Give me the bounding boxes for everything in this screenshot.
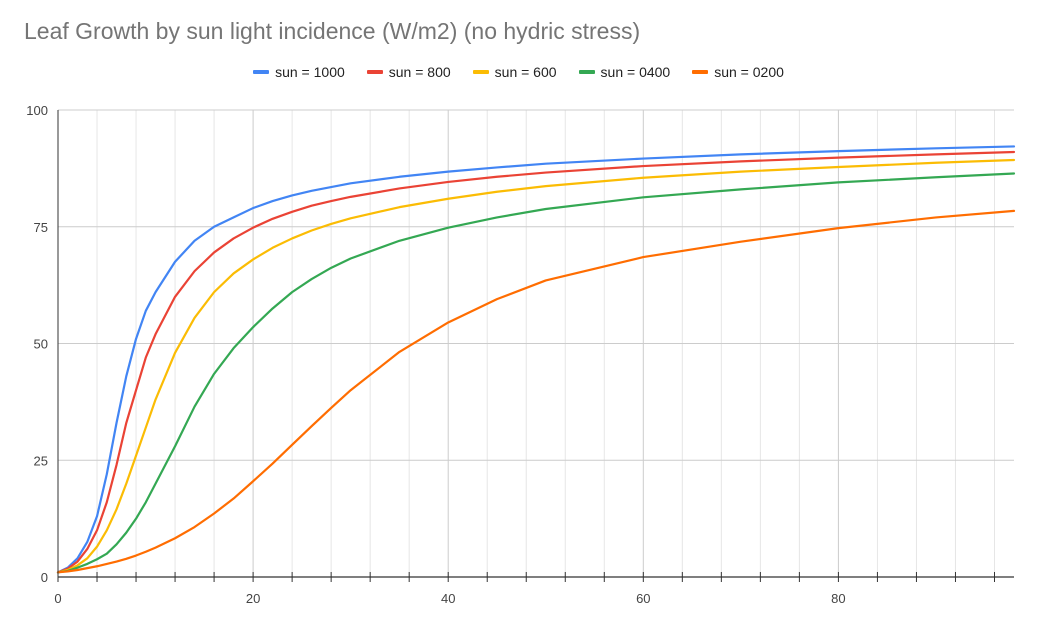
y-tick-label: 100 — [26, 103, 48, 118]
legend-item-sun-1000[interactable]: sun = 1000 — [253, 64, 345, 80]
grid-layer — [58, 109, 1014, 577]
x-tick-label: 80 — [831, 591, 845, 606]
y-tick-label: 0 — [41, 570, 48, 585]
axis-layer: 0 20 40 60 80 0 25 50 75 100 — [26, 103, 1014, 606]
legend-label-sun-0200: sun = 0200 — [714, 64, 784, 80]
chart-legend: sun = 1000 sun = 800 sun = 600 sun = 040… — [0, 64, 1037, 80]
legend-item-sun-600[interactable]: sun = 600 — [472, 64, 557, 80]
legend-swatch-sun-600 — [472, 70, 489, 74]
legend-item-sun-800[interactable]: sun = 800 — [366, 64, 451, 80]
legend-item-sun-0200[interactable]: sun = 0200 — [692, 64, 784, 80]
legend-swatch-sun-800 — [366, 70, 383, 74]
x-tick-label: 40 — [441, 591, 455, 606]
series-layer — [56, 145, 1016, 574]
series-line-sun-800[interactable] — [56, 150, 1016, 574]
y-tick-label: 75 — [34, 220, 48, 235]
legend-label-sun-0400: sun = 0400 — [600, 64, 671, 80]
y-tick-label: 25 — [34, 453, 48, 468]
legend-swatch-sun-0200 — [692, 70, 709, 74]
series-line-sun-1000[interactable] — [56, 145, 1016, 574]
legend-swatch-sun-0400 — [578, 70, 595, 74]
series-line-sun-600[interactable] — [56, 158, 1016, 574]
y-tick-label: 50 — [34, 337, 48, 352]
x-tick-label: 60 — [636, 591, 650, 606]
legend-label-sun-600: sun = 600 — [494, 64, 557, 80]
x-tick-label: 0 — [54, 591, 61, 606]
legend-label-sun-800: sun = 800 — [388, 64, 451, 80]
legend-item-sun-0400[interactable]: sun = 0400 — [578, 64, 671, 80]
series-line-sun-0400[interactable] — [56, 172, 1016, 574]
chart-title: Leaf Growth by sun light incidence (W/m2… — [24, 18, 641, 44]
series-line-sun-0200[interactable] — [56, 209, 1016, 574]
legend-swatch-sun-1000 — [253, 70, 270, 74]
x-tick-label: 20 — [246, 591, 260, 606]
legend-label-sun-1000: sun = 1000 — [275, 64, 345, 80]
